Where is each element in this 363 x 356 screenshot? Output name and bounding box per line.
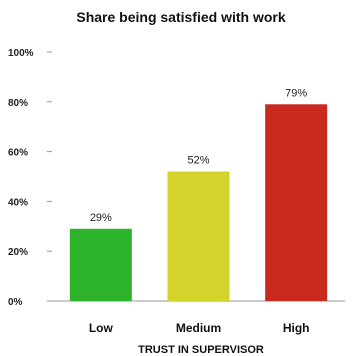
x-axis-title: TRUST IN SUPERVISOR <box>138 344 264 356</box>
y-tick-label: 100% <box>8 48 34 59</box>
y-tick-label: 60% <box>8 148 28 159</box>
y-tick-label: 80% <box>8 98 28 109</box>
x-tick-label: Medium <box>176 321 221 335</box>
bar-high <box>265 104 328 301</box>
x-tick-label: Low <box>89 321 114 335</box>
bar-medium <box>167 171 230 301</box>
x-axis: Low Medium High <box>52 300 345 335</box>
y-tick-label: 20% <box>8 247 28 258</box>
y-tick-label: 40% <box>8 197 28 208</box>
bars: 29% 52% 79% <box>69 87 328 301</box>
y-axis: 0% 20% 40% 60% 80% 100% <box>8 48 52 308</box>
data-label: 79% <box>285 87 307 99</box>
bar-low <box>69 228 132 301</box>
x-tick-label: High <box>283 321 310 335</box>
data-label: 52% <box>187 155 209 167</box>
y-tick-label: 0% <box>8 297 23 308</box>
chart-title: Share being satisfied with work <box>76 9 285 25</box>
data-label: 29% <box>90 212 112 224</box>
